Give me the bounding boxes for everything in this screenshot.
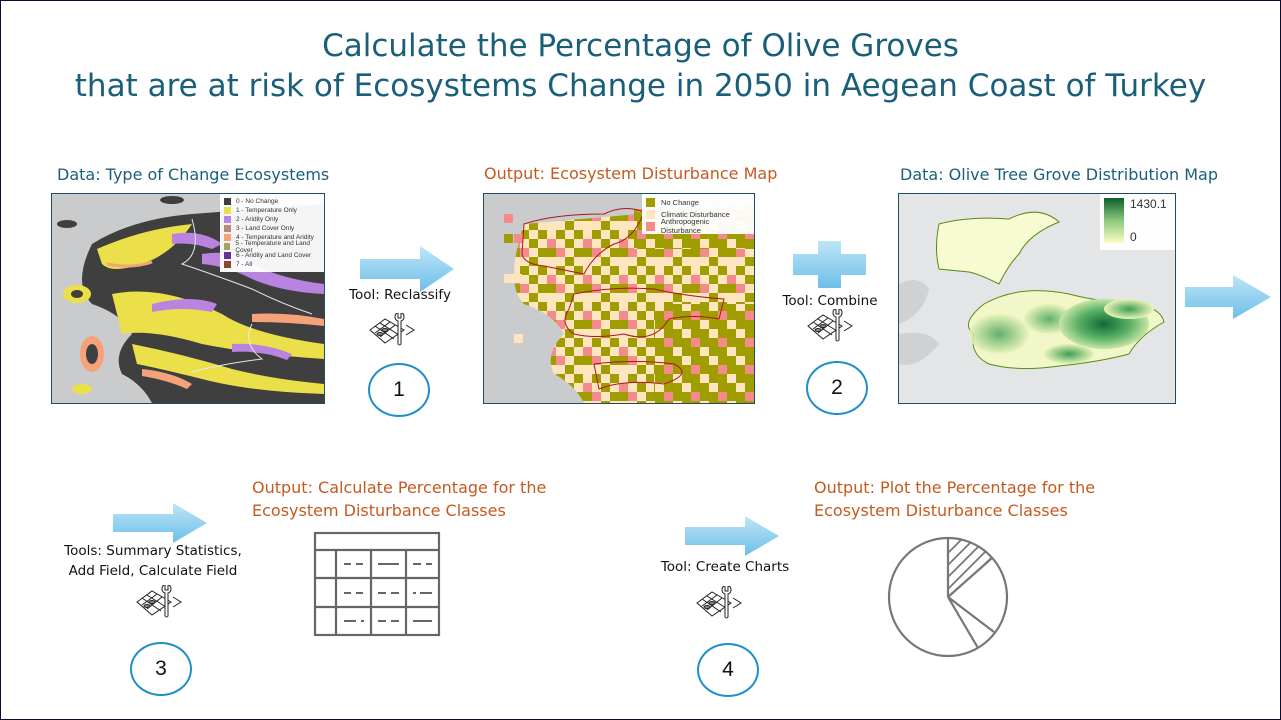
- legend-item: 3 - Land Cover Only: [224, 224, 320, 233]
- right-arrow-icon: [685, 516, 779, 556]
- chart-output-label-line2: Ecosystem Disturbance Classes: [814, 501, 1068, 520]
- legend-item: 1 - Temperature Only: [224, 206, 320, 215]
- step-2-badge: 2: [806, 361, 868, 415]
- raster-wrench-tool-icon: [369, 313, 415, 346]
- map1-label: Data: Type of Change Ecosystems: [57, 165, 330, 184]
- legend-max-value: 1430.1: [1130, 197, 1167, 211]
- legend-min-value: 0: [1130, 230, 1137, 244]
- step-3-badge: 3: [130, 642, 192, 696]
- table-output-label-line1: Output: Calculate Percentage for the: [252, 478, 547, 497]
- step3-tool-label-line2: Add Field, Calculate Field: [68, 563, 238, 579]
- raster-wrench-tool-icon: [696, 586, 742, 619]
- right-arrow-icon: [360, 246, 454, 292]
- olive-grove-distribution-map: 1430.1 0: [898, 193, 1176, 404]
- chart-output-label-line1: Output: Plot the Percentage for the: [814, 478, 1096, 497]
- step-4-badge: 4: [697, 643, 759, 697]
- step-1-badge: 1: [368, 363, 430, 417]
- legend-color-ramp: [1104, 198, 1124, 243]
- step3-tool-label-line1: Tools: Summary Statistics,: [64, 543, 242, 559]
- table-icon: [313, 531, 441, 637]
- legend-item: Climatic Disturbance: [646, 208, 750, 220]
- ecosystem-disturbance-map: No Change Climatic Disturbance Anthropog…: [483, 193, 755, 404]
- map2-label: Output: Ecosystem Disturbance Map: [484, 164, 778, 183]
- map1-legend: 0 - No Change 1 - Temperature Only 2 - A…: [220, 194, 324, 272]
- plus-icon: [793, 241, 866, 288]
- legend-item: 2 - Aridity Only: [224, 215, 320, 224]
- map3-legend: 1430.1 0: [1100, 194, 1175, 250]
- step2-tool-label: Tool: Combine: [782, 293, 878, 309]
- ecosystem-disturbance-map-image: [484, 194, 754, 403]
- map2-legend: No Change Climatic Disturbance Anthropog…: [642, 194, 754, 235]
- legend-item: 0 - No Change: [224, 197, 320, 206]
- legend-item: 4 - Temperature and Aridity: [224, 233, 320, 242]
- legend-item: 7 - All: [224, 260, 320, 269]
- map3-label: Data: Olive Tree Grove Distribution Map: [900, 165, 1218, 184]
- legend-item: 6 - Aridity and Land Cover: [224, 251, 320, 260]
- right-arrow-icon: [1185, 275, 1271, 319]
- pie-chart-icon: [887, 536, 1009, 658]
- legend-item: No Change: [646, 196, 750, 208]
- table-output-label-line2: Ecosystem Disturbance Classes: [252, 501, 506, 520]
- slide-title-line1: Calculate the Percentage of Olive Groves: [322, 28, 959, 64]
- right-arrow-icon: [113, 503, 207, 543]
- raster-wrench-tool-icon: [807, 309, 853, 342]
- slide-title-line2: that are at risk of Ecosystems Change in…: [74, 68, 1207, 104]
- step4-tool-label: Tool: Create Charts: [660, 559, 790, 575]
- raster-wrench-tool-icon: [136, 585, 182, 618]
- step1-tool-label: Tool: Reclassify: [349, 287, 451, 303]
- ecosystem-change-map: 0 - No Change 1 - Temperature Only 2 - A…: [51, 193, 325, 404]
- legend-item: 5 - Temperature and Land Cover: [224, 240, 320, 254]
- legend-item: Anthropogenic Disturbance: [646, 217, 750, 235]
